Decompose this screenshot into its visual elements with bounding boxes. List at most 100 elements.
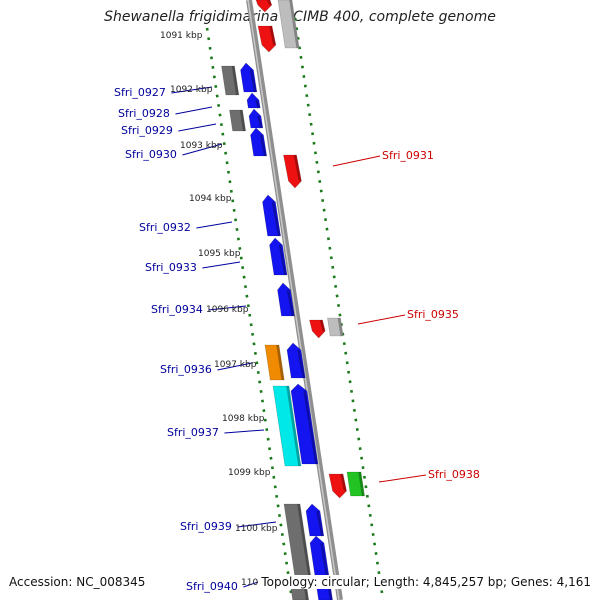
gene-0934 — [277, 282, 295, 317]
ruler-dot — [373, 542, 377, 546]
ruler-dot — [282, 542, 286, 546]
ruler-dot — [375, 561, 380, 565]
ruler-dot — [269, 456, 273, 460]
gene-label-forward[interactable]: Sfri_0927 — [114, 86, 166, 99]
ruler-label: 1092 kbp — [170, 85, 213, 95]
ruler-label: 1096 kbp — [206, 305, 249, 315]
leader-line-forward — [196, 221, 233, 229]
ruler-dot — [208, 46, 212, 50]
ruler-dot — [345, 361, 349, 365]
gene-0927-body — [240, 62, 258, 93]
gene-0936-orange-shade — [276, 344, 284, 381]
gene-0938-body — [328, 473, 347, 499]
ruler-dot — [275, 494, 279, 498]
gene-label-forward[interactable]: Sfri_0933 — [145, 261, 197, 274]
gene-label-reverse[interactable]: Sfri_0938 — [428, 468, 480, 481]
ruler-dot — [293, 17, 297, 21]
gene-grey-0927a — [221, 65, 240, 96]
gene-grey-0929-shade — [239, 109, 246, 132]
gene-0931-body — [283, 154, 302, 189]
gene-label-forward[interactable]: Sfri_0928 — [118, 107, 170, 120]
gene-0939 — [305, 503, 325, 537]
gene-0939-body — [305, 503, 325, 537]
gene-0935-grey-body — [327, 317, 344, 337]
ruler-dot — [262, 409, 266, 413]
gene-label-reverse[interactable]: Sfri_0935 — [407, 308, 459, 321]
ruler-dot — [238, 247, 242, 251]
leader-line-reverse — [357, 314, 406, 325]
ruler-dot — [215, 94, 219, 98]
ruler-label: 1094 kbp — [189, 194, 232, 204]
gene-0934-shade — [286, 289, 295, 317]
gene-0936-body — [286, 342, 306, 379]
ruler-dot — [222, 142, 226, 146]
gene-0937-cyan-shade — [286, 385, 301, 467]
ruler-dot — [249, 323, 253, 327]
genome-axis — [246, 0, 343, 600]
ruler-dot — [283, 552, 287, 556]
ruler-dot — [243, 285, 248, 289]
gene-label-forward[interactable]: Sfri_0929 — [121, 124, 173, 137]
accession-text: Accession: NC_008345 — [9, 575, 146, 589]
ruler-dot — [280, 533, 284, 537]
leader-line-forward — [224, 429, 265, 434]
gene-label-forward[interactable]: Sfri_0940 — [186, 580, 238, 593]
ruler-dot — [277, 513, 282, 517]
summary-text: Topology: circular; Length: 4,845,257 bp… — [259, 575, 591, 589]
ruler-dot — [360, 456, 364, 460]
ruler-dot — [309, 122, 313, 126]
gene-0933-body — [269, 237, 288, 276]
ruler-dot — [207, 37, 211, 41]
ruler-dot — [225, 161, 229, 165]
ruler-dot — [303, 84, 307, 88]
gene-0933-shade — [278, 244, 287, 276]
ruler-dot — [298, 46, 302, 50]
gene-0932-body — [262, 194, 281, 237]
leader-line-reverse — [378, 474, 427, 483]
gene-0937-body — [290, 383, 319, 465]
ruler-dot — [311, 132, 315, 136]
gene-label-forward[interactable]: Sfri_0937 — [167, 426, 219, 439]
ruler-dot — [355, 428, 359, 432]
gene-0929-shade — [257, 115, 263, 129]
ruler-dot — [270, 466, 274, 470]
ruler-label: 1091 kbp — [160, 31, 203, 41]
ruler-dot — [332, 275, 336, 279]
ruler-dot — [365, 494, 369, 498]
ruler-dot — [236, 237, 240, 241]
gene-label-forward[interactable]: Sfri_0932 — [139, 221, 191, 234]
gene-0931-shade — [293, 154, 302, 182]
gene-0932-shade — [271, 201, 281, 237]
ruler-dot — [316, 170, 320, 174]
gene-label-forward[interactable]: Sfri_0934 — [151, 303, 203, 316]
ruler-dot — [276, 504, 280, 508]
leader-line-forward — [243, 581, 259, 588]
gene-0940-shade — [320, 542, 333, 600]
ruler-dot — [328, 246, 332, 250]
ruler-dot — [265, 428, 269, 432]
gene-label-forward[interactable]: Sfri_0939 — [180, 520, 232, 533]
gene-label-forward[interactable]: Sfri_0930 — [125, 148, 177, 161]
leader-line-forward — [217, 362, 253, 371]
ruler-dot — [344, 351, 348, 355]
gene-0937-cyan — [272, 385, 302, 467]
ruler-dot — [377, 571, 381, 575]
ruler-dot — [224, 151, 228, 155]
gene-label-reverse[interactable]: Sfri_0931 — [382, 149, 434, 162]
gene-top-grey-shade — [289, 0, 299, 49]
ruler-dot — [205, 27, 209, 31]
label-leader-lines — [171, 86, 427, 588]
gene-0927-shade — [249, 69, 257, 93]
ruler-dot — [321, 199, 325, 203]
gene-0928-shade — [255, 99, 260, 109]
leader-line-forward — [175, 106, 213, 115]
leader-line-forward — [171, 86, 213, 94]
ruler-label: 110 — [241, 578, 258, 588]
ruler-dot — [212, 75, 216, 79]
gene-label-forward[interactable]: Sfri_0936 — [160, 363, 212, 376]
gene-0938-shade — [340, 473, 347, 492]
ruler-dot — [255, 361, 259, 365]
gene-0937-shade — [303, 390, 318, 465]
gene-0936-orange — [264, 344, 285, 381]
gene-top-red-body — [255, 0, 273, 13]
